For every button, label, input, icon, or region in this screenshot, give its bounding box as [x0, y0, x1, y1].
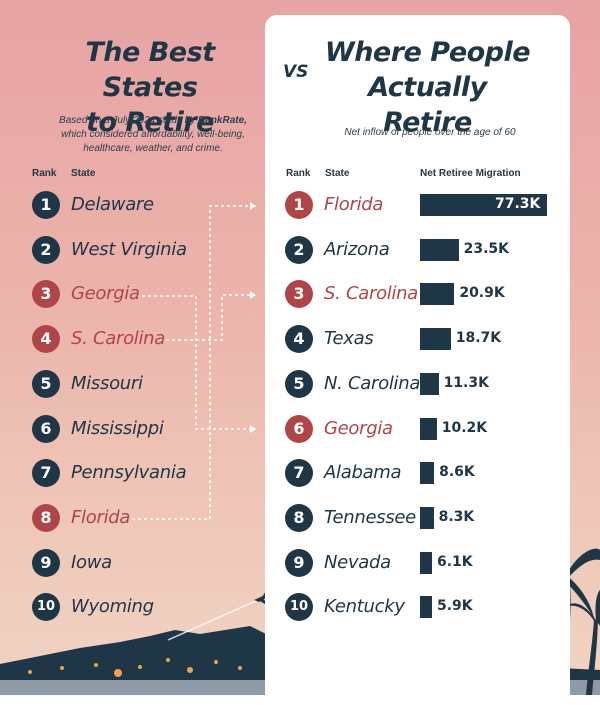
- right-panel-card: [265, 15, 570, 705]
- migration-note: Net inflow of people over the age of 60: [344, 127, 516, 138]
- arrowhead-georgia: [250, 425, 256, 433]
- bar-value-label: 5.9K: [437, 598, 473, 615]
- rank-badge: 5: [285, 369, 313, 398]
- left-state-header: State: [71, 168, 96, 179]
- contrail: [167, 599, 259, 641]
- best-state-row: 10 Wyoming: [30, 593, 250, 625]
- bar-value-label: 8.6K: [439, 464, 475, 481]
- connector-s-carolina: [160, 294, 250, 341]
- bar-value-label: 8.3K: [438, 508, 475, 525]
- rank-badge: 10: [285, 593, 313, 622]
- migration-bar: [420, 328, 451, 351]
- bar-value-label: 23.5K: [463, 240, 509, 257]
- left-rank-header: Rank: [32, 168, 57, 179]
- rank-badge: 7: [32, 459, 60, 488]
- right-title: Where People Actually Retire: [320, 35, 535, 140]
- rank-badge: 4: [285, 325, 313, 354]
- state-name: Alabama: [324, 462, 402, 484]
- migration-bar: [420, 596, 432, 619]
- state-name: Florida: [71, 506, 131, 528]
- best-state-row: 1 Delaware: [30, 191, 250, 223]
- rank-badge: 3: [285, 280, 313, 309]
- best-state-row: 9 Iowa: [30, 548, 250, 581]
- bar-value-label: 18.7K: [455, 330, 502, 347]
- rank-badge: 8: [285, 503, 313, 532]
- best-state-row: 7 Pennsylvania: [30, 459, 250, 491]
- right-state-header: State: [325, 168, 350, 179]
- rank-badge: 2: [285, 235, 313, 264]
- rank-badge: 9: [285, 548, 313, 577]
- migration-bar: [420, 372, 439, 395]
- vs-label: VS: [283, 62, 309, 82]
- best-state-row: 5 Missouri: [30, 369, 250, 402]
- rank-badge: 1: [32, 191, 60, 219]
- best-state-row: 8 Florida: [30, 503, 250, 536]
- best-state-row: 4 S. Carolina: [30, 325, 250, 357]
- migration-bar: [420, 283, 455, 306]
- state-name: Georgia: [324, 417, 393, 439]
- migration-bar: [420, 194, 547, 216]
- connector-georgia: [136, 295, 250, 430]
- left-title-line1: The Best States: [85, 37, 215, 103]
- migration-header: Net Retiree Migration: [420, 168, 521, 179]
- migration-bar: [420, 551, 432, 574]
- connector-florida: [126, 205, 250, 520]
- rank-badge: 3: [32, 280, 60, 309]
- study-note-line2: which considered affordability, well-bei…: [61, 129, 245, 140]
- bar-value-label: 10.2K: [441, 419, 488, 436]
- state-name: Iowa: [71, 551, 112, 573]
- rank-badge: 9: [32, 548, 60, 577]
- study-note-source: BankRate,: [198, 115, 247, 126]
- rank-badge: 8: [32, 503, 60, 532]
- migration-bar: [420, 462, 435, 485]
- state-name: S. Carolina: [324, 283, 419, 305]
- right-rank-header: Rank: [286, 168, 311, 179]
- right-title-line1: Where People: [324, 37, 531, 68]
- state-name: Missouri: [71, 372, 143, 394]
- best-state-row: 2 West Virginia: [30, 235, 250, 268]
- left-title: The Best States to Retire: [40, 35, 260, 140]
- migration-bar: [420, 506, 434, 529]
- bar-value-label: 20.9K: [459, 285, 505, 302]
- state-name: Pennsylvania: [71, 462, 187, 484]
- bar-value-label: 6.1K: [437, 553, 473, 570]
- right-title-line2: Actually Retire: [368, 72, 487, 138]
- state-name: Florida: [324, 194, 384, 215]
- state-name: Wyoming: [71, 596, 154, 618]
- arrowhead-florida: [250, 202, 256, 210]
- state-name: Arizona: [324, 238, 390, 260]
- study-note-prefix: Based on a July 2024 study by: [59, 115, 199, 126]
- study-note-line3: healthcare, weather, and crime.: [83, 143, 223, 154]
- state-name: Mississippi: [71, 417, 164, 439]
- rank-badge: 6: [285, 414, 313, 443]
- study-note: Based on a July 2024 study by BankRate, …: [48, 114, 258, 156]
- rank-badge: 4: [32, 325, 60, 354]
- bar-value-label: 11.3K: [443, 374, 489, 391]
- state-name: West Virginia: [71, 238, 187, 260]
- state-name: Tennessee: [324, 506, 416, 528]
- state-name: N. Carolina: [324, 372, 421, 394]
- rank-badge: 10: [32, 593, 60, 622]
- rank-badge: 7: [285, 459, 313, 488]
- state-name: Kentucky: [324, 596, 405, 618]
- best-state-row: 6 Mississippi: [30, 414, 250, 447]
- left-title-line2: to Retire: [86, 107, 214, 138]
- rank-badge: 1: [285, 191, 313, 219]
- best-state-row: 3 Georgia: [30, 280, 250, 312]
- state-name: Nevada: [324, 551, 391, 573]
- migration-bar: [420, 238, 459, 261]
- state-name: Texas: [324, 328, 374, 350]
- study-note-line1: Based on a July 2024 study by BankRate,: [48, 114, 258, 128]
- state-name: Delaware: [71, 194, 154, 215]
- rank-badge: 5: [32, 369, 60, 398]
- rank-badge: 2: [32, 235, 60, 264]
- state-name: S. Carolina: [71, 328, 166, 350]
- arrowhead-s-carolina: [250, 291, 256, 299]
- state-name: Georgia: [71, 283, 140, 305]
- migration-bar: [420, 417, 437, 440]
- rank-badge: 6: [32, 414, 60, 443]
- bar-value-label: 77.3K: [495, 196, 541, 212]
